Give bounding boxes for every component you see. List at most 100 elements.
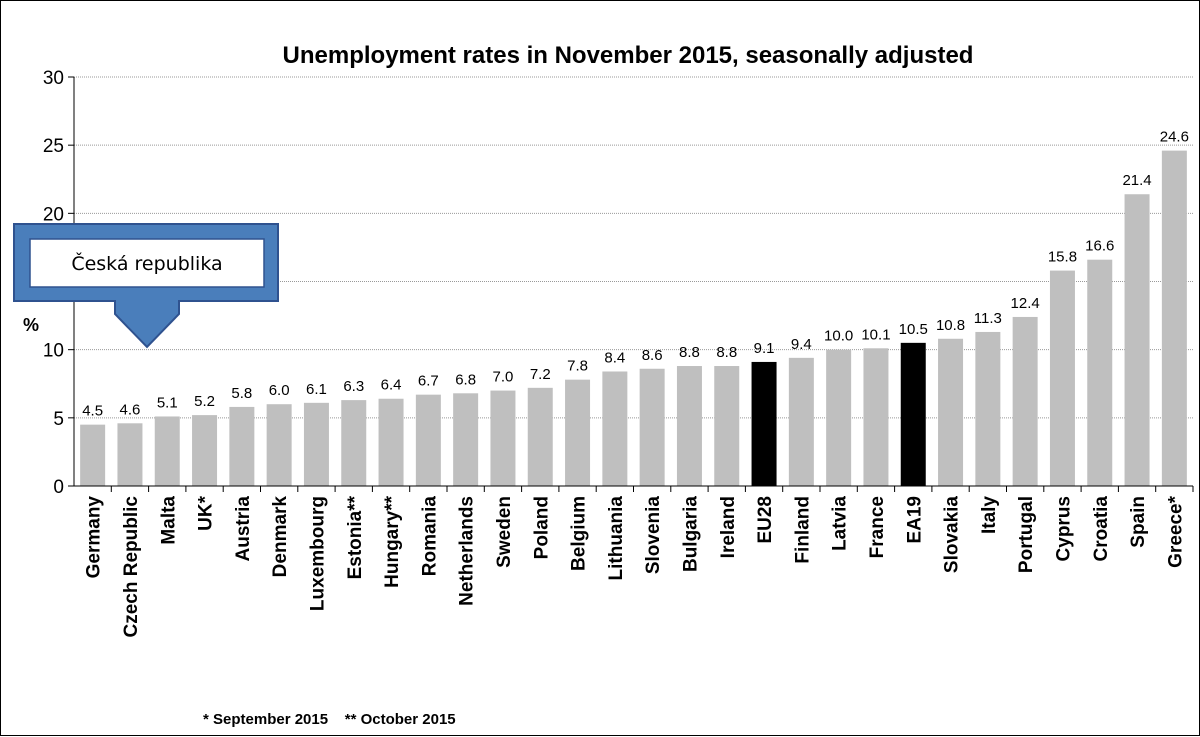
data-label: 6.7 xyxy=(418,373,439,390)
callout-box xyxy=(29,238,265,288)
bar-slovakia xyxy=(938,338,964,486)
data-label: 8.6 xyxy=(642,347,663,364)
bar-germany xyxy=(80,424,106,486)
data-label: 5.8 xyxy=(231,385,252,402)
category-label: UK* xyxy=(196,495,217,530)
category-label: Poland xyxy=(531,496,552,559)
bar-spain xyxy=(1124,194,1150,486)
data-label: 11.3 xyxy=(974,310,1002,327)
bar-lithuania xyxy=(602,371,628,486)
category-label: Luxembourg xyxy=(307,496,328,611)
data-label: 8.4 xyxy=(604,349,625,366)
data-label: 6.4 xyxy=(381,377,402,394)
bar-poland xyxy=(527,387,553,486)
bars xyxy=(80,150,1187,486)
category-label: EU28 xyxy=(755,496,776,544)
bar-latvia xyxy=(826,349,852,486)
callout-annotation: Česká republika xyxy=(13,223,279,349)
data-label: 7.0 xyxy=(493,369,514,386)
y-tick-label: 5 xyxy=(53,409,64,430)
bar-bulgaria xyxy=(676,366,702,486)
bar-sweden xyxy=(490,390,516,486)
category-label: Slovenia xyxy=(643,496,664,575)
y-tick-label: 25 xyxy=(43,136,64,157)
data-label: 10.8 xyxy=(936,317,965,334)
category-label: Romania xyxy=(419,496,440,577)
bar-ea19 xyxy=(900,342,926,486)
data-label: 4.5 xyxy=(82,403,103,420)
y-axis-label: % xyxy=(23,315,39,335)
y-tick-label: 30 xyxy=(43,68,64,89)
category-label: Finland xyxy=(792,496,813,564)
bar-denmark xyxy=(266,404,292,486)
category-label: France xyxy=(867,496,888,558)
data-label: 6.0 xyxy=(269,382,290,399)
data-label: 8.8 xyxy=(716,344,737,361)
bar-croatia xyxy=(1087,259,1113,486)
data-label: 4.6 xyxy=(120,401,141,418)
category-label: Sweden xyxy=(494,496,515,568)
category-label: Denmark xyxy=(270,496,291,578)
category-label: Estonia** xyxy=(345,495,366,579)
data-label: 6.1 xyxy=(306,381,327,398)
bar-greece xyxy=(1161,150,1187,486)
bar-netherlands xyxy=(453,393,479,486)
footnote: * September 2015 ** October 2015 xyxy=(203,711,456,728)
category-label: Cyprus xyxy=(1053,496,1074,561)
data-label: 9.1 xyxy=(754,340,775,357)
gridlines xyxy=(74,76,1193,419)
y-tick-label: 0 xyxy=(53,477,64,498)
data-label: 21.4 xyxy=(1122,172,1151,189)
category-label: Lithuania xyxy=(606,496,627,581)
chart-title: Unemployment rates in November 2015, sea… xyxy=(283,42,974,69)
bar-finland xyxy=(788,357,814,486)
data-label: 8.8 xyxy=(679,344,700,361)
category-label: Spain xyxy=(1128,496,1149,548)
data-label: 10.5 xyxy=(899,321,928,338)
bar-hungary xyxy=(378,398,404,486)
bar-cyprus xyxy=(1049,270,1075,486)
data-label: 16.6 xyxy=(1085,238,1114,255)
data-label: 10.1 xyxy=(861,326,890,343)
bar-france xyxy=(863,348,889,486)
category-label: Netherlands xyxy=(457,496,478,606)
data-label: 6.8 xyxy=(455,371,476,388)
data-labels: 4.5 4.6 5.1 5.2 5.8 6.0 6.1 6.3 6.4 6.7 6.8 7.0 7.2 7… xyxy=(82,129,1189,420)
category-label: Italy xyxy=(979,496,1000,534)
category-label: Ireland xyxy=(718,496,739,558)
category-label: Latvia xyxy=(830,496,851,551)
bar-romania xyxy=(415,394,441,486)
data-label: 10.0 xyxy=(824,328,853,345)
data-label: 24.6 xyxy=(1160,129,1189,146)
y-tick-label: 20 xyxy=(43,204,64,225)
bar-uk xyxy=(192,415,218,486)
category-label: Croatia xyxy=(1091,496,1112,562)
bar-malta xyxy=(154,416,180,486)
data-label: 9.4 xyxy=(791,336,812,353)
callout-label: Česká republika xyxy=(71,251,222,275)
category-label: Portugal xyxy=(1016,496,1037,573)
category-label: Malta xyxy=(158,496,179,545)
category-label: Greece* xyxy=(1165,495,1186,567)
category-label: Austria xyxy=(233,496,254,562)
data-label: 5.2 xyxy=(194,393,215,410)
category-label: Bulgaria xyxy=(680,496,701,572)
bar-eu28 xyxy=(751,361,777,486)
category-label: Belgium xyxy=(569,496,590,571)
bar-ireland xyxy=(714,366,740,486)
y-tick-label: 10 xyxy=(43,341,64,362)
bar-italy xyxy=(975,331,1001,486)
category-labels: Germany Czech Republic Malta UK* Austria Denm… xyxy=(84,486,1194,638)
bar-belgium xyxy=(565,379,591,486)
bar-estonia xyxy=(341,400,367,486)
category-label: Czech Republic xyxy=(121,496,142,638)
data-label: 15.8 xyxy=(1048,249,1077,266)
category-label: Hungary** xyxy=(382,495,403,587)
data-label: 7.8 xyxy=(567,358,588,375)
category-label: Germany xyxy=(84,496,105,579)
bar-austria xyxy=(229,406,255,486)
data-label: 5.1 xyxy=(157,394,178,411)
category-label: EA19 xyxy=(904,496,925,544)
